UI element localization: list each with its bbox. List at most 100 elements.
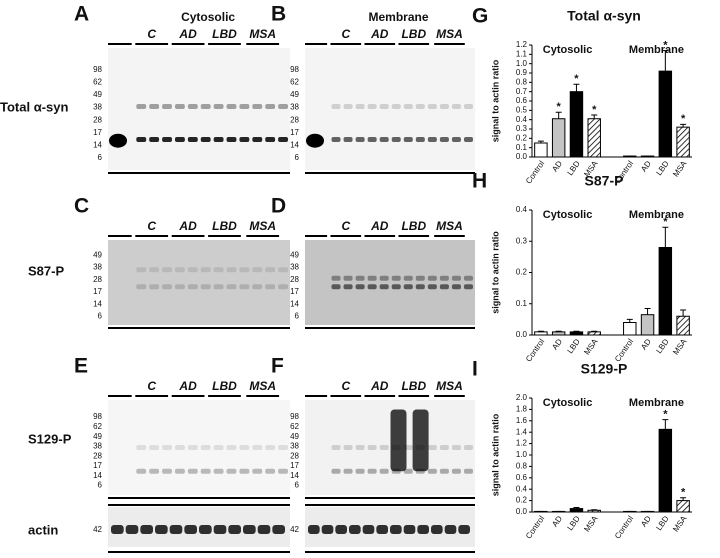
bar [569, 331, 584, 336]
band [355, 104, 365, 110]
band [427, 284, 437, 290]
panel-letter: C [74, 195, 89, 218]
group-label: Membrane [629, 209, 684, 221]
x-tick-label: MSA [671, 159, 689, 179]
band [403, 275, 413, 281]
ladder-band [306, 133, 324, 148]
band [187, 445, 198, 450]
band [228, 525, 241, 534]
mw-marker: 28 [290, 275, 299, 284]
band [252, 104, 263, 110]
error-bar [662, 50, 669, 72]
x-tick-label: AD [639, 159, 653, 173]
mw-marker: 38 [93, 442, 102, 451]
x-tick-label: LBD [566, 159, 582, 177]
significance: * [663, 216, 668, 228]
group-label: Membrane [629, 44, 684, 56]
bar [587, 509, 601, 513]
band [415, 275, 425, 281]
y-tick-label: 0.1 [516, 299, 528, 308]
mw-marker: 49 [290, 250, 299, 259]
band [335, 525, 347, 534]
band [439, 284, 449, 290]
band [458, 525, 470, 534]
lane-label: AD [178, 27, 197, 41]
mw-marker: 17 [290, 128, 299, 137]
error-bar [537, 140, 544, 143]
band [162, 137, 172, 142]
bar [534, 142, 548, 158]
error-bar [573, 83, 580, 92]
significance: * [681, 487, 686, 499]
panel-letter: F [271, 355, 284, 378]
bar [658, 428, 673, 513]
band [362, 525, 375, 534]
mw-marker: 28 [93, 115, 102, 124]
mw-marker: 38 [290, 442, 299, 451]
band [403, 525, 416, 534]
band [265, 284, 276, 290]
y-tick-label: 1.2 [516, 40, 528, 49]
band [349, 525, 361, 534]
blot [108, 48, 290, 170]
blot [108, 240, 290, 325]
band [162, 104, 172, 110]
mw-marker: 17 [290, 461, 299, 470]
mw-marker: 14 [93, 471, 102, 480]
lane-label: MSA [436, 379, 463, 393]
band [174, 267, 185, 273]
y-tick-label: 0.9 [516, 68, 528, 77]
bar [551, 331, 566, 336]
band [390, 409, 407, 472]
mw-marker: 62 [93, 422, 102, 431]
band [149, 284, 160, 290]
band [239, 267, 250, 273]
band [427, 468, 437, 474]
band [379, 137, 389, 142]
band [331, 137, 341, 142]
band [149, 137, 160, 142]
blot [108, 400, 290, 495]
mw-marker: 28 [290, 115, 299, 124]
band [213, 104, 224, 110]
x-tick-label: AD [639, 514, 653, 528]
mw-marker: 6 [295, 481, 300, 490]
band [331, 104, 341, 110]
mw-marker: 49 [93, 432, 102, 441]
band [187, 468, 198, 474]
band [439, 445, 449, 450]
band [162, 468, 172, 474]
lane-label: C [341, 219, 350, 233]
band [451, 445, 461, 450]
x-tick-label: LBD [654, 337, 670, 355]
x-tick-label: AD [550, 159, 564, 173]
y-tick-label: 0.3 [516, 236, 528, 245]
lane-label: MSA [436, 219, 463, 233]
mw-marker: 38 [290, 103, 299, 112]
band [367, 104, 377, 110]
lane-label: C [341, 379, 350, 393]
mw-marker: 17 [93, 461, 102, 470]
band [403, 104, 413, 110]
band [111, 525, 124, 534]
error-bar [537, 330, 544, 332]
band [278, 104, 288, 110]
mw-marker: 6 [98, 481, 103, 490]
mw-marker: 28 [93, 275, 102, 284]
band [367, 284, 377, 290]
mw-marker: 17 [290, 287, 299, 296]
column-header: Membrane [368, 10, 428, 24]
error-bar [680, 309, 687, 317]
y-tick-label: 1.1 [516, 49, 528, 58]
band [343, 468, 353, 474]
bar [569, 508, 584, 513]
y-tick-label: 0.4 [516, 484, 528, 493]
panel-letter: H [472, 170, 487, 193]
band [451, 284, 461, 290]
mw-marker: 17 [93, 287, 102, 296]
band [187, 104, 198, 110]
band [162, 445, 172, 450]
band [149, 445, 160, 450]
lane-label: LBD [401, 219, 426, 233]
band [174, 104, 185, 110]
